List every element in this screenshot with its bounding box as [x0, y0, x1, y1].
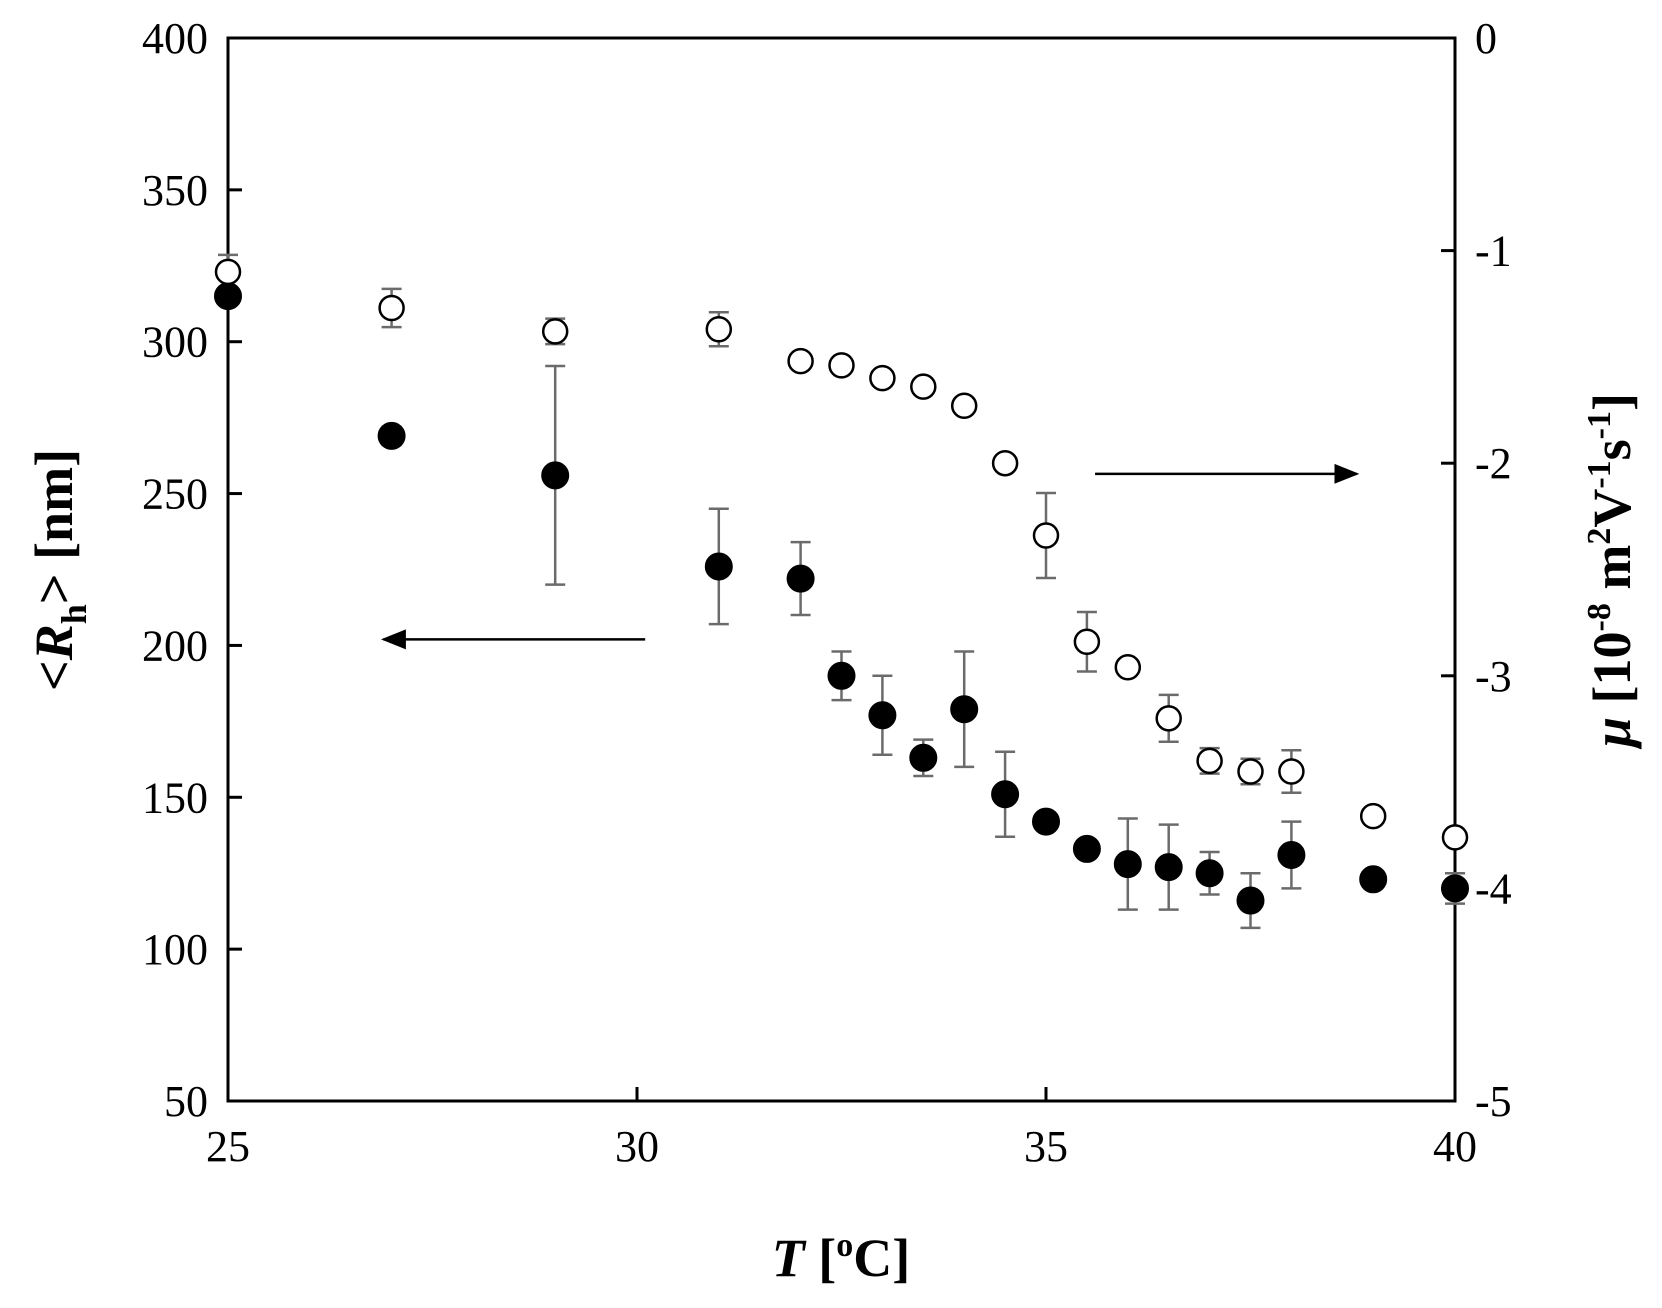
- y-left-tick-label-0: 50: [164, 1077, 208, 1126]
- data-markers: [214, 258, 1469, 915]
- y-right-tick-label-5: 0: [1475, 14, 1497, 63]
- filled-point-12: [1113, 850, 1142, 879]
- filled-point-18: [1441, 874, 1469, 903]
- filled-point-17: [1359, 865, 1388, 894]
- filled-point-0: [214, 282, 242, 311]
- y-right-tick-label-3: -2: [1475, 439, 1512, 488]
- filled-point-15: [1236, 886, 1265, 915]
- y-left-tick-label-1: 100: [142, 925, 208, 974]
- open-point-9: [991, 449, 1019, 477]
- open-point-12: [1114, 654, 1142, 681]
- y-left-tick-label-6: 350: [142, 166, 208, 215]
- open-point-10: [1032, 522, 1060, 549]
- y-left-tick-label-5: 300: [142, 318, 208, 367]
- y-right-tick-label-0: -5: [1475, 1077, 1512, 1126]
- y-left-axis-title: <Rh> [nm]: [24, 449, 94, 691]
- filled-point-11: [1072, 834, 1101, 863]
- open-point-16: [1278, 758, 1305, 785]
- x-tick-label-0: 25: [206, 1122, 250, 1171]
- x-axis-title: T [oC]: [772, 1227, 910, 1288]
- x-axis-ticks: [226, 1087, 1457, 1101]
- open-point-3: [705, 316, 733, 343]
- y-right-tick-label-4: -1: [1475, 227, 1512, 276]
- filled-point-10: [1032, 807, 1060, 836]
- y-right-axis-ticks: [1441, 36, 1455, 1103]
- y-left-axis-tick-labels: 50 100 150 200 250 300 350 400: [142, 14, 208, 1126]
- y-right-axis-title: μ [10-8 m2V-1s-1]: [1581, 393, 1642, 750]
- open-point-4: [787, 347, 814, 375]
- plot-area-frame: [226, 36, 1457, 1103]
- open-point-13: [1155, 705, 1182, 732]
- filled-point-2: [541, 461, 570, 490]
- open-point-1: [378, 294, 405, 322]
- filled-point-4: [786, 564, 815, 593]
- y-right-axis-tick-labels: -5 -4 -3 -2 -1 0: [1475, 14, 1512, 1126]
- filled-point-13: [1154, 853, 1183, 882]
- filled-point-5: [827, 661, 856, 690]
- filled-point-9: [991, 780, 1020, 809]
- filled-point-7: [909, 743, 938, 772]
- y-right-tick-label-2: -3: [1475, 652, 1512, 701]
- x-tick-label-3: 40: [1433, 1122, 1477, 1171]
- y-left-axis-ticks: [228, 36, 242, 1103]
- open-point-6: [869, 364, 896, 392]
- x-axis-tick-labels: 25 30 35 40: [206, 1122, 1477, 1171]
- filled-point-3: [704, 552, 733, 581]
- open-point-5: [828, 352, 855, 379]
- open-point-14: [1196, 747, 1223, 775]
- x-tick-label-2: 35: [1024, 1122, 1068, 1171]
- open-point-18: [1441, 824, 1469, 851]
- y-right-tick-label-1: -4: [1475, 864, 1512, 913]
- filled-point-1: [377, 421, 406, 450]
- open-point-2: [541, 318, 569, 345]
- open-point-17: [1359, 802, 1387, 830]
- y-left-tick-label-2: 150: [142, 773, 208, 822]
- open-point-11: [1073, 628, 1101, 656]
- y-left-tick-label-3: 200: [142, 621, 208, 670]
- annotation-arrows: [380, 463, 1360, 650]
- open-point-8: [950, 392, 978, 420]
- filled-point-6: [868, 701, 897, 730]
- x-tick-label-1: 30: [615, 1122, 659, 1171]
- filled-point-8: [950, 695, 979, 724]
- filled-point-16: [1277, 840, 1306, 869]
- open-point-0: [214, 258, 242, 286]
- y-left-tick-label-7: 400: [142, 14, 208, 63]
- open-point-7: [910, 373, 937, 400]
- filled-point-14: [1195, 859, 1224, 888]
- y-left-tick-label-4: 250: [142, 470, 208, 519]
- open-point-15: [1237, 758, 1264, 785]
